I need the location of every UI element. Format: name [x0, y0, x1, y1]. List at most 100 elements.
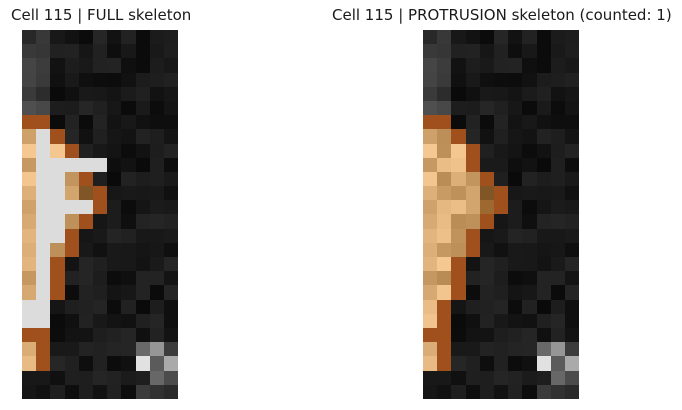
protrusion-background-pixel [564, 384, 580, 399]
protrusion-cell-pixel [423, 327, 438, 343]
protrusion-background-pixel [423, 384, 438, 399]
full-skeleton-pixel [36, 285, 51, 300]
protrusion-cell-pixel [423, 228, 438, 243]
protrusion-cell-pixel [423, 200, 438, 215]
full-background-pixel [135, 327, 150, 343]
protrusion-cell-pixel [423, 242, 438, 257]
full-skeleton-pixel [22, 299, 37, 314]
full-background-pixel [149, 86, 164, 101]
full-background-pixel [163, 313, 179, 328]
full-background-pixel [121, 157, 136, 172]
protrusion-background-pixel [536, 58, 551, 73]
full-background-pixel [121, 115, 136, 130]
protrusion-background-pixel [550, 143, 565, 158]
protrusion-cell-pixel [423, 313, 438, 328]
protrusion-background-pixel [536, 342, 551, 357]
full-background-pixel [121, 356, 136, 371]
full-background-pixel [163, 143, 179, 158]
full-skeleton-pixel [50, 171, 65, 187]
protrusion-cell-pixel [423, 171, 438, 187]
full-background-pixel [92, 86, 108, 101]
protrusion-background-pixel [522, 228, 537, 243]
protrusion-cell-pixel [437, 228, 452, 243]
full-background-pixel [135, 115, 150, 130]
full-background-pixel [163, 384, 179, 399]
full-background-pixel [107, 370, 122, 385]
protrusion-background-pixel [493, 58, 509, 73]
protrusion-background-pixel [451, 100, 466, 116]
protrusion-background-pixel [564, 356, 580, 371]
full-cell-pixel [36, 342, 51, 357]
protrusion-background-pixel [550, 186, 565, 201]
full-cell-pixel [22, 143, 37, 158]
protrusion-background-pixel [479, 384, 494, 399]
protrusion-background-pixel [536, 228, 551, 243]
full-background-pixel [121, 143, 136, 158]
protrusion-background-pixel [437, 30, 452, 45]
protrusion-background-pixel [522, 257, 537, 272]
protrusion-background-pixel [493, 100, 509, 116]
full-background-pixel [50, 342, 65, 357]
full-background-pixel [50, 86, 65, 101]
full-background-pixel [64, 58, 79, 73]
protrusion-background-pixel [451, 44, 466, 59]
protrusion-background-pixel [493, 228, 509, 243]
full-background-pixel [163, 186, 179, 201]
protrusion-background-pixel [536, 356, 551, 371]
full-cell-pixel [78, 214, 93, 229]
full-skeleton-pixel [64, 200, 79, 215]
protrusion-background-pixel [550, 157, 565, 172]
protrusion-background-pixel [423, 86, 438, 101]
protrusion-background-pixel [465, 86, 480, 101]
protrusion-cell-pixel [465, 200, 480, 215]
full-background-pixel [22, 384, 37, 399]
full-cell-pixel [50, 257, 65, 272]
protrusion-background-pixel [451, 327, 466, 343]
protrusion-background-pixel [465, 100, 480, 116]
protrusion-background-pixel [522, 58, 537, 73]
protrusion-background-pixel [522, 242, 537, 257]
protrusion-background-pixel [550, 228, 565, 243]
full-background-pixel [78, 370, 93, 385]
protrusion-background-pixel [550, 370, 565, 385]
protrusion-cell-pixel [451, 157, 466, 172]
full-skeleton-pixel [36, 129, 51, 144]
full-background-pixel [64, 384, 79, 399]
protrusion-background-pixel [522, 299, 537, 314]
full-background-pixel [64, 72, 79, 87]
protrusion-background-pixel [493, 356, 509, 371]
protrusion-background-pixel [550, 356, 565, 371]
protrusion-cell-pixel [451, 228, 466, 243]
protrusion-cell-pixel [465, 186, 480, 201]
protrusion-background-pixel [493, 313, 509, 328]
full-background-pixel [163, 30, 179, 45]
protrusion-background-pixel [522, 30, 537, 45]
full-cell-pixel [22, 271, 37, 286]
protrusion-background-pixel [479, 30, 494, 45]
full-background-pixel [50, 58, 65, 73]
full-background-pixel [78, 257, 93, 272]
protrusion-background-pixel [423, 44, 438, 59]
protrusion-background-pixel [465, 30, 480, 45]
protrusion-background-pixel [508, 356, 523, 371]
protrusion-background-pixel [493, 129, 509, 144]
full-background-pixel [22, 44, 37, 59]
full-cell-pixel [64, 214, 79, 229]
protrusion-background-pixel [479, 242, 494, 257]
protrusion-background-pixel [493, 242, 509, 257]
protrusion-background-pixel [564, 370, 580, 385]
full-background-pixel [135, 242, 150, 257]
full-background-pixel [107, 44, 122, 59]
protrusion-background-pixel [479, 327, 494, 343]
protrusion-background-pixel [522, 313, 537, 328]
protrusion-background-pixel [536, 186, 551, 201]
protrusion-background-pixel [550, 86, 565, 101]
full-skeleton-pixel [36, 186, 51, 201]
protrusion-background-pixel [508, 271, 523, 286]
full-background-pixel [107, 257, 122, 272]
protrusion-background-pixel [564, 115, 580, 130]
full-skeleton-pixel [36, 143, 51, 158]
full-background-pixel [92, 285, 108, 300]
protrusion-cell-pixel [451, 171, 466, 187]
full-background-pixel [121, 129, 136, 144]
